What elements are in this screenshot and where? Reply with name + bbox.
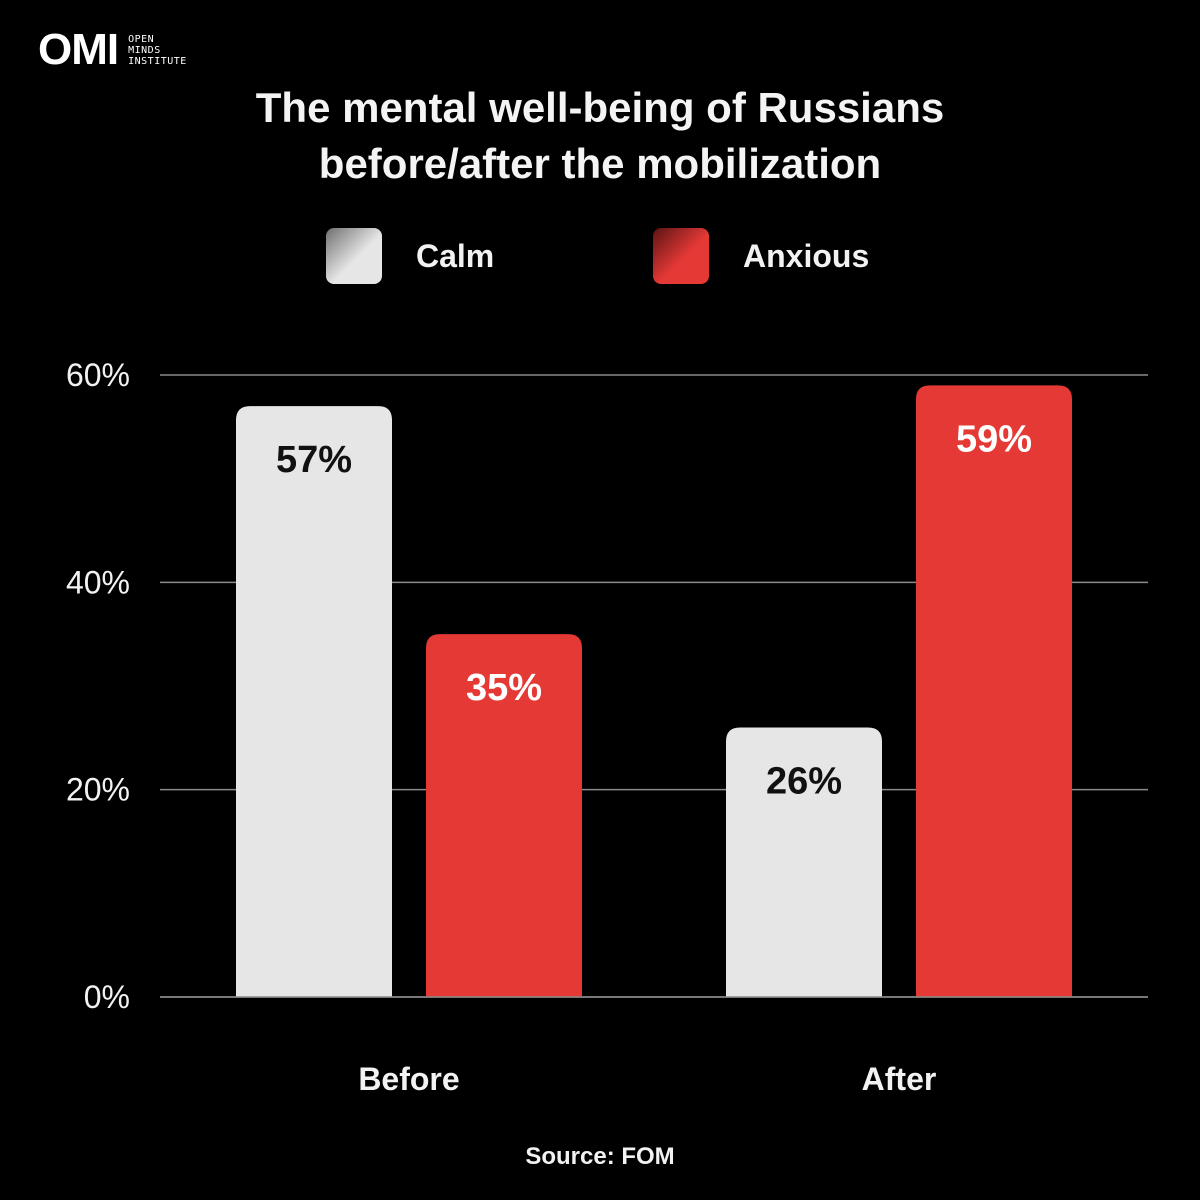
- bar-after-anxious: [916, 385, 1072, 997]
- brand-name-line-3: INSTITUTE: [128, 55, 187, 67]
- chart-title-line-2: before/after the mobilization: [318, 140, 882, 187]
- x-category-label-after: After: [862, 1061, 937, 1097]
- value-label-after-calm: 26%: [766, 760, 842, 802]
- legend-item-calm: Calm: [326, 228, 494, 284]
- legend-swatch-anxious: [653, 228, 709, 284]
- value-label-after-anxious: 59%: [956, 418, 1032, 460]
- value-label-before-anxious: 35%: [466, 667, 542, 709]
- chart-title-line-1: The mental well-being of Russians: [255, 84, 945, 131]
- y-tick-label-60: 60%: [66, 357, 130, 393]
- chart-legend: Calm Anxious: [0, 228, 1200, 284]
- chart-title: The mental well-being of Russians before…: [0, 80, 1200, 192]
- legend-label-calm: Calm: [416, 237, 495, 274]
- y-tick-label-20: 20%: [66, 772, 130, 808]
- bar-after-calm: [726, 727, 882, 997]
- brand-logo: OMI OPEN MINDS INSTITUTE: [38, 28, 187, 72]
- legend-item-anxious: Anxious: [653, 228, 869, 284]
- bar-before-anxious: [426, 634, 582, 997]
- y-tick-label-0: 0%: [84, 979, 130, 1015]
- brand-name-line-2: MINDS: [128, 44, 161, 56]
- brand-name-line-1: OPEN: [128, 33, 155, 45]
- legend-swatch-calm: [326, 228, 382, 284]
- legend-label-anxious: Anxious: [743, 237, 870, 274]
- source-note: Source: FOM: [525, 1143, 675, 1170]
- value-label-before-calm: 57%: [276, 439, 352, 481]
- brand-mark: OMI: [38, 25, 119, 74]
- brand-name: OPEN MINDS INSTITUTE: [128, 34, 187, 67]
- y-tick-label-40: 40%: [66, 564, 130, 600]
- bar-before-calm: [236, 406, 392, 998]
- x-category-label-before: Before: [358, 1061, 459, 1097]
